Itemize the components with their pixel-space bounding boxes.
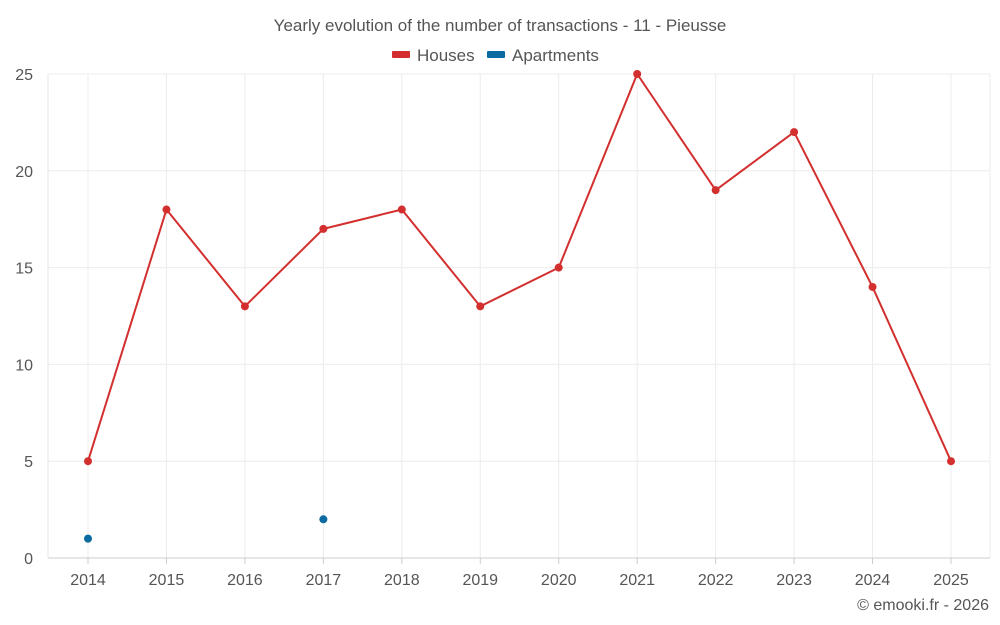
data-point-houses-2014[interactable]	[84, 457, 92, 466]
x-tick-label-2024: 2024	[855, 572, 891, 589]
x-tick-label-2022: 2022	[698, 572, 734, 589]
x-tick-label-2020: 2020	[541, 572, 577, 589]
data-point-houses-2025[interactable]	[947, 457, 955, 466]
y-tick-label-20: 20	[15, 164, 33, 181]
chart-title: Yearly evolution of the number of transa…	[274, 16, 727, 35]
grid-lines	[48, 73, 990, 558]
data-point-houses-2020[interactable]	[554, 263, 563, 272]
credit-text: © emooki.fr - 2026	[857, 597, 989, 614]
legend-item-houses[interactable]: Houses	[392, 46, 475, 65]
x-tick-label-2019: 2019	[462, 572, 498, 589]
data-point-houses-2016[interactable]	[240, 302, 249, 311]
x-tick-label-2016: 2016	[227, 572, 263, 589]
data-point-houses-2019[interactable]	[476, 302, 485, 311]
legend-item-apartments[interactable]: Apartments	[487, 46, 599, 65]
legend-swatch-apartments	[487, 51, 505, 58]
y-tick-label-15: 15	[15, 261, 33, 278]
data-point-houses-2018[interactable]	[397, 205, 406, 214]
axes	[47, 74, 991, 559]
y-tick-label-0: 0	[24, 551, 33, 568]
y-tick-label-25: 25	[15, 67, 33, 84]
legend-swatch-houses	[392, 51, 410, 58]
x-tick-label-2017: 2017	[306, 572, 342, 589]
x-tick-label-2021: 2021	[619, 572, 655, 589]
legend-label-houses: Houses	[417, 46, 475, 65]
y-axis-ticks: 0 5 10 15 20 25	[15, 67, 33, 568]
x-tick-label-2023: 2023	[776, 572, 812, 589]
x-tick-label-2025: 2025	[933, 572, 969, 589]
x-axis-ticks: 2014 2015 2016 2017 2018 2019 2020 2021 2022 2023…	[70, 558, 969, 589]
legend: Houses Apartments	[392, 46, 599, 65]
y-tick-label-5: 5	[24, 454, 33, 471]
data-point-houses-2021[interactable]	[633, 70, 642, 78]
data-point-houses-2024[interactable]	[868, 282, 877, 291]
series	[84, 70, 955, 543]
data-point-apartments-2014[interactable]	[84, 534, 92, 543]
data-point-houses-2017[interactable]	[319, 224, 328, 233]
x-tick-label-2015: 2015	[149, 572, 185, 589]
data-point-houses-2022[interactable]	[711, 186, 720, 195]
data-point-houses-2015[interactable]	[162, 205, 171, 214]
series-line-houses	[87, 73, 952, 462]
x-tick-label-2018: 2018	[384, 572, 420, 589]
y-tick-label-10: 10	[15, 357, 33, 374]
data-point-houses-2023[interactable]	[790, 128, 799, 137]
legend-label-apartments: Apartments	[512, 46, 599, 65]
x-tick-label-2014: 2014	[70, 572, 106, 589]
data-point-apartments-2017[interactable]	[319, 515, 328, 524]
